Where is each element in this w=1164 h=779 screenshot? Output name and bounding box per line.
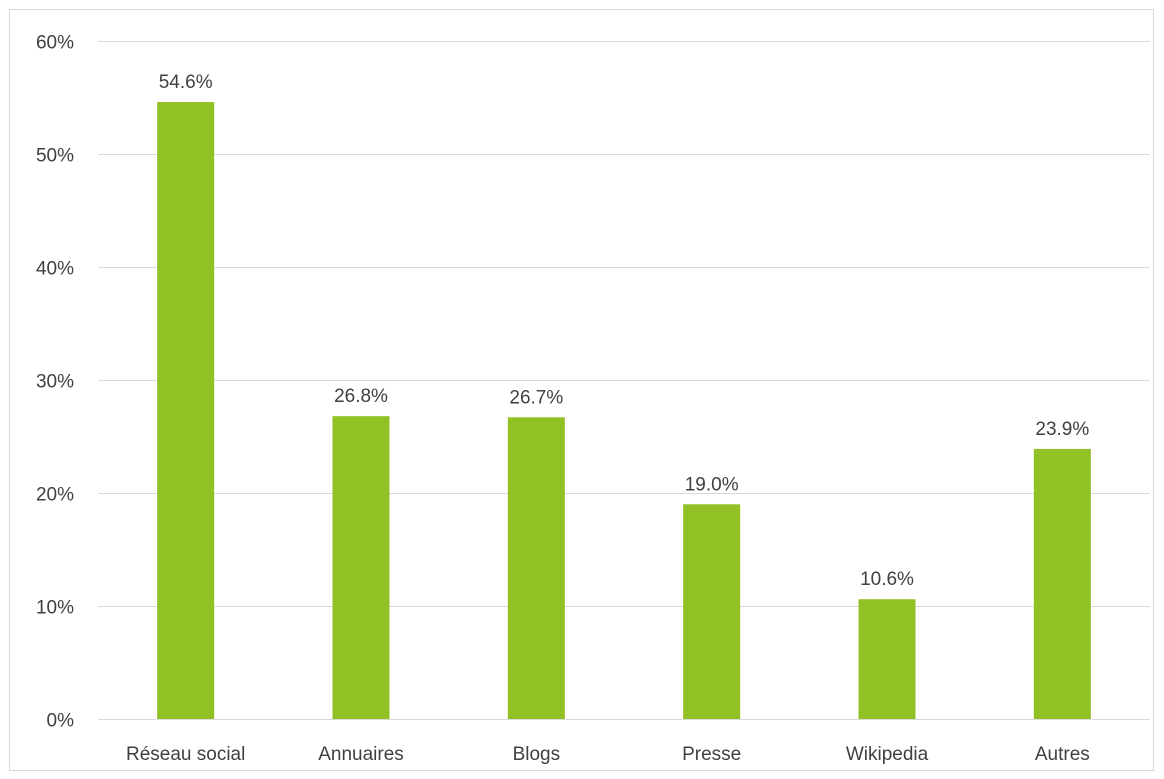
bar bbox=[1033, 448, 1091, 719]
x-tick-label: Blogs bbox=[513, 744, 561, 765]
data-label: 10.6% bbox=[860, 569, 914, 590]
gridlines bbox=[98, 41, 1150, 720]
data-labels: 54.6% 26.8% 26.7% 19.0% 10.6% 23.9% bbox=[159, 72, 1090, 590]
data-label: 54.6% bbox=[159, 72, 213, 93]
data-label: 26.7% bbox=[509, 387, 563, 408]
y-tick-label: 0% bbox=[47, 711, 75, 732]
x-tick-label: Autres bbox=[1035, 744, 1090, 765]
bars bbox=[157, 102, 1091, 719]
y-tick-label: 40% bbox=[36, 259, 74, 280]
bar bbox=[507, 417, 565, 719]
data-label: 19.0% bbox=[685, 474, 739, 495]
y-tick-label: 50% bbox=[36, 146, 74, 167]
x-tick-label: Réseau social bbox=[126, 744, 245, 765]
x-tick-label: Presse bbox=[682, 744, 741, 765]
x-tick-label: Wikipedia bbox=[846, 744, 929, 765]
y-tick-label: 60% bbox=[36, 33, 74, 54]
x-axis-ticks: Réseau social Annuaires Blogs Presse Wikiped… bbox=[126, 744, 1090, 765]
y-axis-ticks: 0% 10% 20% 30% 40% 50% 60% bbox=[36, 33, 74, 732]
bar bbox=[332, 416, 390, 719]
bar bbox=[157, 102, 215, 719]
y-tick-label: 30% bbox=[36, 372, 74, 393]
data-label: 26.8% bbox=[334, 386, 388, 407]
y-tick-label: 20% bbox=[36, 485, 74, 506]
x-tick-label: Annuaires bbox=[318, 744, 404, 765]
bar bbox=[858, 599, 916, 719]
bar bbox=[683, 504, 741, 719]
data-label: 23.9% bbox=[1035, 419, 1089, 440]
y-tick-label: 10% bbox=[36, 598, 74, 619]
